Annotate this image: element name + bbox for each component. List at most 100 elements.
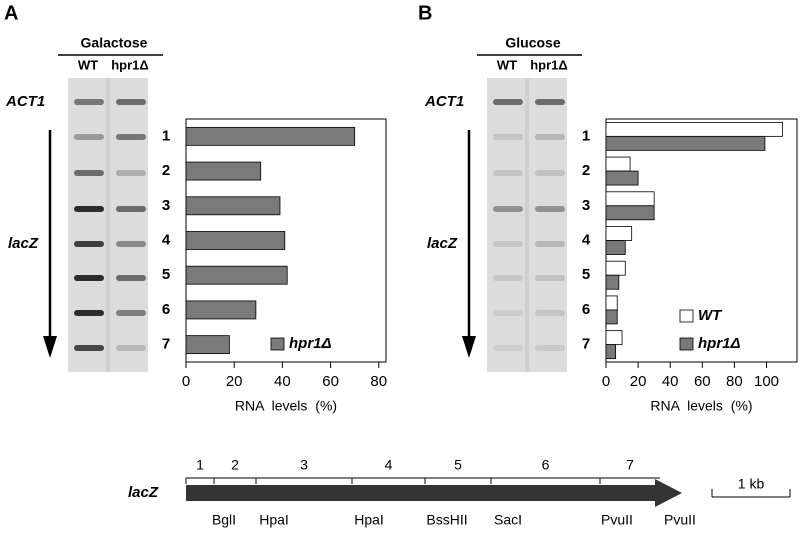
y-tick-label: 5 bbox=[162, 266, 170, 283]
x-tick-label: 60 bbox=[694, 373, 711, 390]
panel-letter: A bbox=[4, 2, 18, 24]
segment-label: 7 bbox=[626, 457, 634, 473]
gel-band bbox=[74, 206, 104, 212]
gel-title: Galactose bbox=[81, 35, 148, 51]
legend-label: WT bbox=[698, 307, 723, 324]
gel-band bbox=[74, 134, 104, 140]
lane-label: hpr1Δ bbox=[111, 57, 149, 72]
gel-band bbox=[74, 241, 104, 247]
plot-frame bbox=[605, 118, 798, 363]
gel-lane-divider bbox=[525, 78, 529, 372]
gel-band bbox=[116, 170, 146, 176]
gel-row-label: lacZ bbox=[427, 235, 458, 252]
gel-band bbox=[116, 275, 146, 281]
bar bbox=[605, 260, 626, 276]
gel-row-label: lacZ bbox=[8, 235, 39, 252]
y-tick-label: 4 bbox=[582, 231, 591, 248]
gel-band bbox=[493, 206, 523, 212]
legend-label: hpr1Δ bbox=[289, 335, 332, 352]
x-tick-label: 20 bbox=[630, 373, 647, 390]
gene-arrow bbox=[186, 479, 682, 507]
bar bbox=[605, 121, 783, 137]
y-tick-label: 3 bbox=[582, 197, 590, 214]
x-tick-label: 100 bbox=[754, 373, 779, 390]
gel-band bbox=[493, 310, 523, 316]
gel-band bbox=[535, 345, 565, 351]
y-tick-label: 4 bbox=[162, 231, 171, 248]
x-tick-label: 20 bbox=[226, 373, 243, 390]
gel-band bbox=[493, 134, 523, 140]
y-tick-label: 1 bbox=[162, 127, 170, 144]
bar bbox=[605, 295, 618, 311]
y-tick-label: 2 bbox=[582, 162, 590, 179]
lane-label: WT bbox=[497, 57, 517, 72]
bar bbox=[605, 330, 623, 346]
gel-band bbox=[535, 310, 565, 316]
bar bbox=[605, 344, 617, 360]
gel-band bbox=[535, 275, 565, 281]
gel-band bbox=[116, 310, 146, 316]
bar bbox=[605, 170, 639, 186]
x-axis-label: RNA levels (%) bbox=[650, 398, 752, 414]
legend-swatch bbox=[679, 309, 694, 323]
y-tick-label: 7 bbox=[582, 336, 590, 353]
bar bbox=[605, 240, 626, 255]
x-tick-label: 40 bbox=[274, 373, 291, 390]
gel-band bbox=[493, 345, 523, 351]
site-label: BssHII bbox=[426, 512, 467, 528]
gel-arrowhead bbox=[43, 336, 57, 358]
bar bbox=[605, 205, 655, 221]
gel-band bbox=[116, 345, 146, 351]
gel-band bbox=[116, 206, 146, 212]
gel-lane-divider bbox=[106, 78, 110, 372]
legend-swatch bbox=[270, 337, 285, 351]
bar bbox=[605, 135, 766, 151]
gel-band bbox=[74, 345, 104, 351]
y-tick-label: 2 bbox=[162, 162, 170, 179]
site-label: HpaI bbox=[354, 512, 384, 528]
gel-band bbox=[535, 206, 565, 212]
y-tick-label: 6 bbox=[162, 301, 170, 318]
bar bbox=[185, 126, 356, 146]
x-tick-label: 40 bbox=[662, 373, 679, 390]
gel-band bbox=[116, 134, 146, 140]
x-tick-label: 0 bbox=[182, 373, 190, 390]
gel-band bbox=[116, 241, 146, 247]
x-tick-label: 80 bbox=[370, 373, 387, 390]
bar bbox=[185, 300, 257, 320]
segment-label: 6 bbox=[542, 457, 550, 473]
site-label: BglI bbox=[212, 512, 236, 528]
y-tick-label: 6 bbox=[582, 301, 590, 318]
x-tick-label: 60 bbox=[322, 373, 339, 390]
y-tick-label: 1 bbox=[582, 127, 590, 144]
bar bbox=[185, 196, 281, 216]
segment-label: 3 bbox=[300, 457, 308, 473]
bar bbox=[185, 231, 286, 250]
x-tick-label: 0 bbox=[602, 373, 610, 390]
bar bbox=[185, 265, 288, 285]
gel-band bbox=[535, 134, 565, 140]
x-tick-label: 80 bbox=[726, 373, 743, 390]
gel-band bbox=[74, 170, 104, 176]
segment-label: 2 bbox=[231, 457, 239, 473]
segment-label: 1 bbox=[196, 457, 204, 473]
bar bbox=[605, 226, 633, 241]
gel-band bbox=[493, 241, 523, 247]
lane-label: hpr1Δ bbox=[530, 57, 568, 72]
y-tick-label: 7 bbox=[162, 336, 170, 353]
bar bbox=[605, 191, 655, 207]
gel-band bbox=[493, 99, 523, 105]
bar bbox=[605, 309, 618, 325]
scale-bar bbox=[711, 489, 791, 498]
y-tick-label: 3 bbox=[162, 197, 170, 214]
bar bbox=[185, 161, 262, 181]
bar bbox=[185, 335, 230, 355]
gel-band bbox=[116, 99, 146, 105]
site-label: HpaI bbox=[259, 512, 289, 528]
lane-label: WT bbox=[78, 57, 98, 72]
scale-label: 1 kb bbox=[738, 476, 765, 492]
bar bbox=[605, 274, 620, 290]
gel-band bbox=[535, 170, 565, 176]
gel-band bbox=[74, 99, 104, 105]
